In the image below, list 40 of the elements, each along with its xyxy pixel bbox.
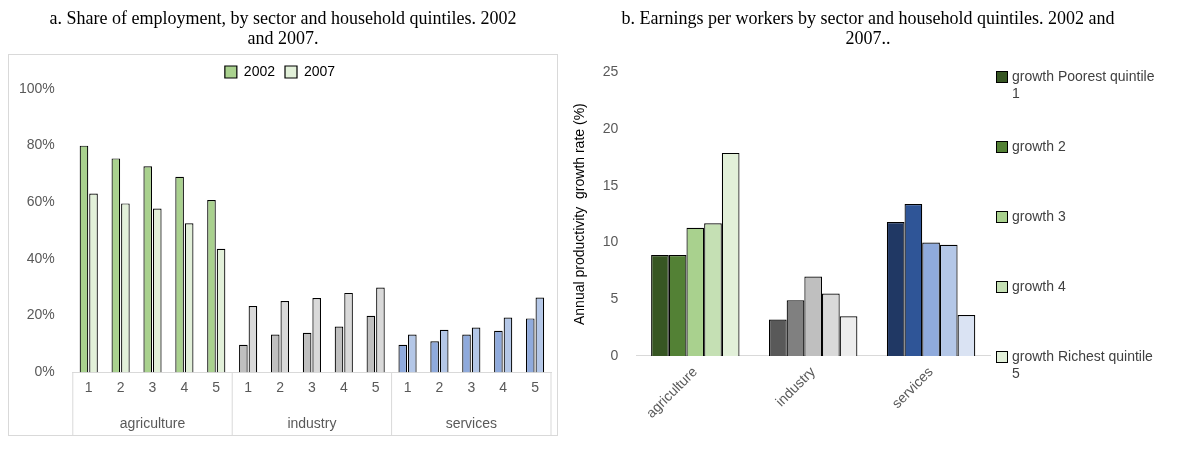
legend-label: growth 2 (1012, 138, 1066, 155)
chart-title: a. Share of employment, by sector and household quintiles. 2002 and 2007. (48, 8, 518, 50)
text: services (445, 415, 497, 432)
x-tick-label: 2 (435, 379, 444, 396)
x-tick-label: 4 (339, 379, 348, 396)
y-tick-label: 60% (26, 193, 55, 210)
legend-label: 2007 (304, 62, 336, 79)
text: industry (287, 415, 337, 432)
x-tick-label: 3 (308, 379, 316, 396)
y-tick-label: 5 (610, 290, 619, 307)
x-tick-label: 2 (276, 379, 285, 396)
legend-label: growth Poorest quintile 1 (1012, 68, 1156, 102)
y-tick-label: 0 (610, 346, 619, 363)
legend-label: growth 3 (1012, 208, 1066, 225)
x-tick-label: 1 (84, 379, 93, 396)
x-tick-label: 2 (116, 379, 125, 396)
y-tick-label: 20 (602, 119, 619, 136)
y-axis-title: Annual productivity growth rate (%) (571, 103, 588, 326)
y-tick-label: 80% (26, 136, 55, 153)
x-tick-label: 5 (371, 379, 380, 396)
legend-label: growth 4 (1012, 278, 1066, 295)
x-tick-label: 5 (212, 379, 221, 396)
x-tick-label: 4 (180, 379, 189, 396)
chart-title: b. Earnings per workers by sector and household quintiles. 2002 and 2007.. (620, 8, 1116, 50)
x-tick-label: 4 (499, 379, 508, 396)
legend-label: growth Richest quintile 5 (1012, 348, 1154, 382)
y-tick-label: 40% (26, 249, 55, 266)
y-tick-label: 10 (602, 233, 619, 250)
y-tick-label: 20% (26, 306, 55, 323)
x-tick-label: 3 (467, 379, 476, 396)
x-tick-label: 3 (148, 379, 157, 396)
y-tick-label: 0% (34, 363, 55, 380)
x-tick-label: 5 (531, 379, 540, 396)
x-tick-label: 1 (403, 379, 412, 396)
y-tick-label: 25 (602, 63, 619, 80)
text: agriculture (119, 415, 186, 432)
x-tick-label: 1 (244, 379, 253, 396)
y-tick-label: 15 (602, 176, 619, 193)
y-tick-label: 100% (18, 79, 55, 96)
legend-label: 2002 (243, 62, 276, 79)
